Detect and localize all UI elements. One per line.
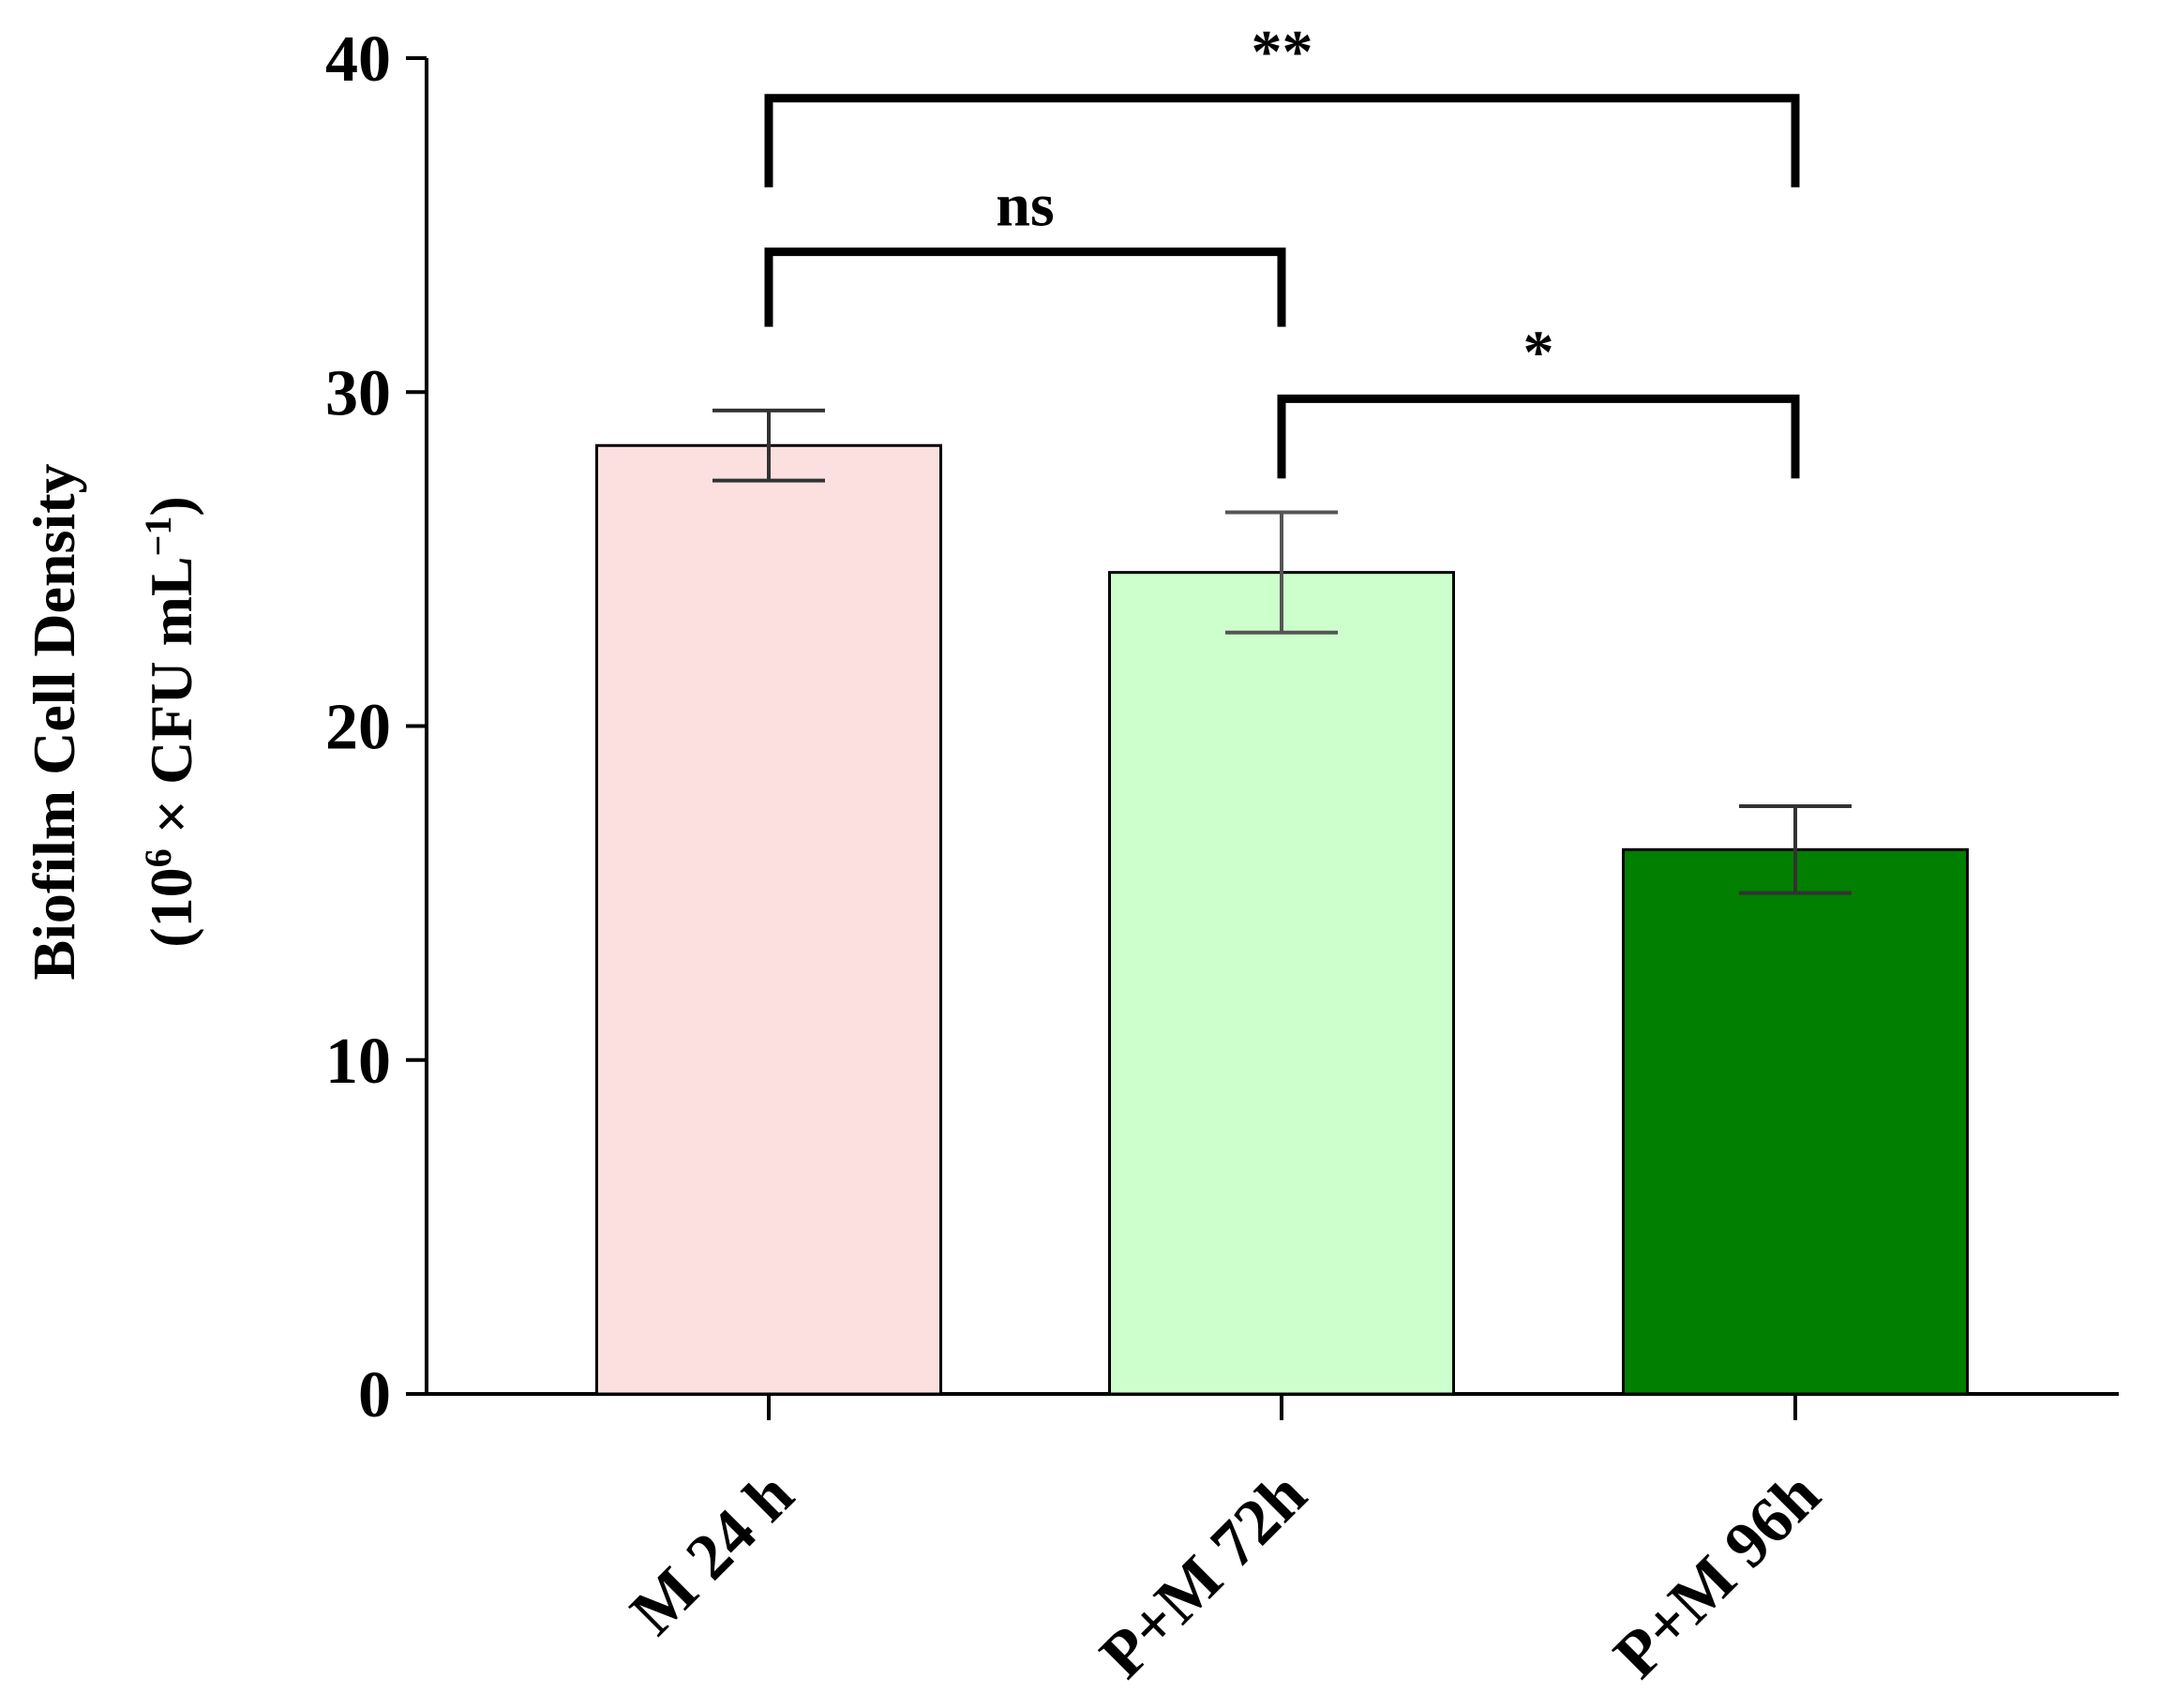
y-axis: 0 10 20 30 40 — [325, 23, 428, 1431]
bar-3 — [1622, 847, 1969, 1396]
y-axis-title-exponent-2: −1 — [137, 517, 179, 557]
x-tick-label-3: P+M 96h — [1600, 1459, 1834, 1692]
error-bars — [712, 408, 1852, 895]
x-axis: M 24 h P+M 72h P+M 96h — [427, 1392, 2119, 1692]
y-tick-label-0: 0 — [358, 1359, 391, 1431]
y-axis-title-line2: (106 × CFU mL−1) — [137, 496, 205, 947]
x-tick-label-1: M 24 h — [617, 1459, 807, 1649]
significance-label-1: ** — [1252, 18, 1313, 86]
y-axis-title-suffix: ) — [138, 496, 204, 516]
y-tick-label-30: 30 — [325, 357, 391, 429]
y-tick-label-10: 10 — [325, 1026, 391, 1098]
x-tick-label-2: P+M 72h — [1087, 1459, 1320, 1692]
y-tick-label-20: 20 — [325, 692, 391, 764]
significance-bracket-3 — [1277, 394, 1800, 479]
significance-label-3: * — [1523, 318, 1554, 386]
y-axis-title-exponent-1: 6 — [137, 848, 179, 867]
y-axis-title: Biofilm Cell Density (106 × CFU mL−1) — [21, 463, 204, 980]
bar-1 — [595, 443, 942, 1396]
y-axis-title-unit: × CFU mL — [138, 556, 204, 848]
bar-2 — [1108, 571, 1455, 1396]
significance-bracket-2 — [764, 247, 1286, 327]
bars — [595, 443, 1969, 1396]
significance-bracket-1 — [764, 94, 1800, 187]
y-tick-label-40: 40 — [325, 23, 391, 96]
significance-label-2: ns — [996, 172, 1054, 240]
significance-brackets: ** ns * — [764, 18, 1800, 479]
y-axis-title-prefix: (10 — [138, 867, 204, 947]
y-axis-title-line1: Biofilm Cell Density — [21, 463, 87, 980]
